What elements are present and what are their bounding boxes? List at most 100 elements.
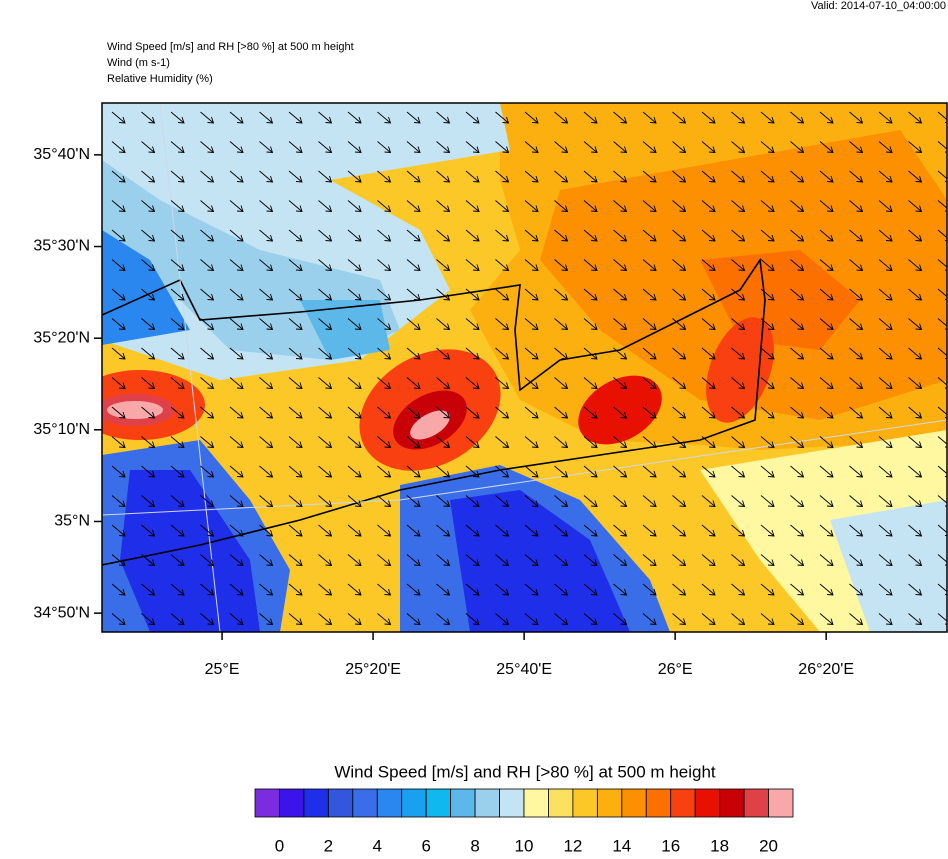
wind-arrow — [731, 111, 746, 124]
wind-arrow — [819, 554, 834, 567]
wind-arrow — [229, 170, 244, 183]
wind-arrow — [406, 318, 421, 331]
wind-arrow — [819, 465, 834, 478]
wind-arrow — [406, 111, 421, 124]
wind-arrow — [259, 436, 274, 449]
wind-arrow — [495, 495, 510, 508]
wind-arrow — [377, 347, 392, 360]
wind-arrow — [377, 141, 392, 154]
wind-arrow — [465, 377, 480, 390]
wind-arrow — [613, 613, 628, 626]
wind-arrow — [229, 524, 244, 537]
wind-arrow — [583, 554, 598, 567]
wind-arrow — [229, 141, 244, 154]
wind-arrow — [141, 495, 156, 508]
wind-arrow — [878, 583, 893, 596]
wind-arrow — [318, 436, 333, 449]
wind-arrow — [347, 318, 362, 331]
wind-arrow — [465, 406, 480, 419]
wind-arrow — [613, 377, 628, 390]
wind-arrow — [819, 288, 834, 301]
wind-arrow — [170, 111, 185, 124]
wind-arrow — [554, 436, 569, 449]
wind-arrow — [613, 436, 628, 449]
wind-arrow — [849, 141, 864, 154]
wind-arrow — [347, 583, 362, 596]
colorbar-swatch — [596, 788, 623, 818]
wind-arrow — [672, 259, 687, 272]
wind-arrow — [465, 495, 480, 508]
wind-arrow — [170, 170, 185, 183]
wind-arrow — [200, 436, 215, 449]
wind-arrow — [524, 436, 539, 449]
wind-arrow — [318, 229, 333, 242]
colorbar-tick-label: 4 — [373, 836, 382, 854]
wind-arrow — [731, 259, 746, 272]
wind-arrow — [642, 377, 657, 390]
wind-arrow — [347, 111, 362, 124]
wind-arrow — [583, 200, 598, 213]
wind-arrow — [731, 436, 746, 449]
wind-arrow — [436, 554, 451, 567]
wind-arrow — [200, 318, 215, 331]
wind-arrow — [760, 288, 775, 301]
wind-arrow — [465, 465, 480, 478]
wind-arrow — [495, 583, 510, 596]
wind-arrow — [229, 288, 244, 301]
wind-arrow — [908, 554, 923, 567]
wind-arrow — [583, 495, 598, 508]
wind-arrow — [583, 288, 598, 301]
wind-arrow — [229, 465, 244, 478]
wind-arrow — [465, 229, 480, 242]
wind-arrow — [465, 613, 480, 626]
wind-arrow — [583, 318, 598, 331]
wind-arrow — [111, 111, 126, 124]
wind-arrow — [111, 613, 126, 626]
wind-arrow — [908, 495, 923, 508]
wind-arrow — [554, 229, 569, 242]
wind-arrow — [701, 377, 716, 390]
colorbar-tick-label: 2 — [324, 836, 333, 854]
wind-arrow — [318, 141, 333, 154]
wind-arrow — [318, 170, 333, 183]
wind-arrow — [672, 229, 687, 242]
wind-arrow — [170, 288, 185, 301]
wind-arrow — [701, 465, 716, 478]
wind-arrow — [347, 141, 362, 154]
field-region — [120, 470, 260, 632]
wind-arrow — [672, 200, 687, 213]
wind-arrow — [790, 229, 805, 242]
wind-arrow — [111, 554, 126, 567]
wind-arrow — [790, 583, 805, 596]
wind-arrow — [436, 524, 451, 537]
wind-arrow — [377, 229, 392, 242]
wind-arrow — [111, 583, 126, 596]
wind-arrow — [465, 170, 480, 183]
colorbar-swatch — [499, 788, 525, 818]
wind-arrow — [583, 465, 598, 478]
wind-arrow — [701, 259, 716, 272]
wind-arrow — [200, 170, 215, 183]
wind-arrow — [259, 288, 274, 301]
wind-arrow — [672, 347, 687, 360]
colorbar-swatch — [279, 788, 305, 818]
wind-arrow — [200, 288, 215, 301]
wind-arrow — [849, 436, 864, 449]
wind-arrow — [495, 377, 510, 390]
wind-arrow — [701, 495, 716, 508]
wind-arrow — [642, 229, 657, 242]
wind-arrow — [819, 229, 834, 242]
wind-arrow — [200, 583, 215, 596]
wind-arrow — [849, 111, 864, 124]
wind-arrow — [642, 495, 657, 508]
wind-arrow — [141, 347, 156, 360]
wind-arrow — [701, 141, 716, 154]
wind-arrow — [760, 524, 775, 537]
wind-arrow — [495, 318, 510, 331]
wind-arrow — [406, 524, 421, 537]
field-region — [410, 410, 450, 440]
wind-arrow — [288, 554, 303, 567]
wind-arrow — [318, 495, 333, 508]
wind-arrow — [229, 495, 244, 508]
wind-arrow — [819, 406, 834, 419]
